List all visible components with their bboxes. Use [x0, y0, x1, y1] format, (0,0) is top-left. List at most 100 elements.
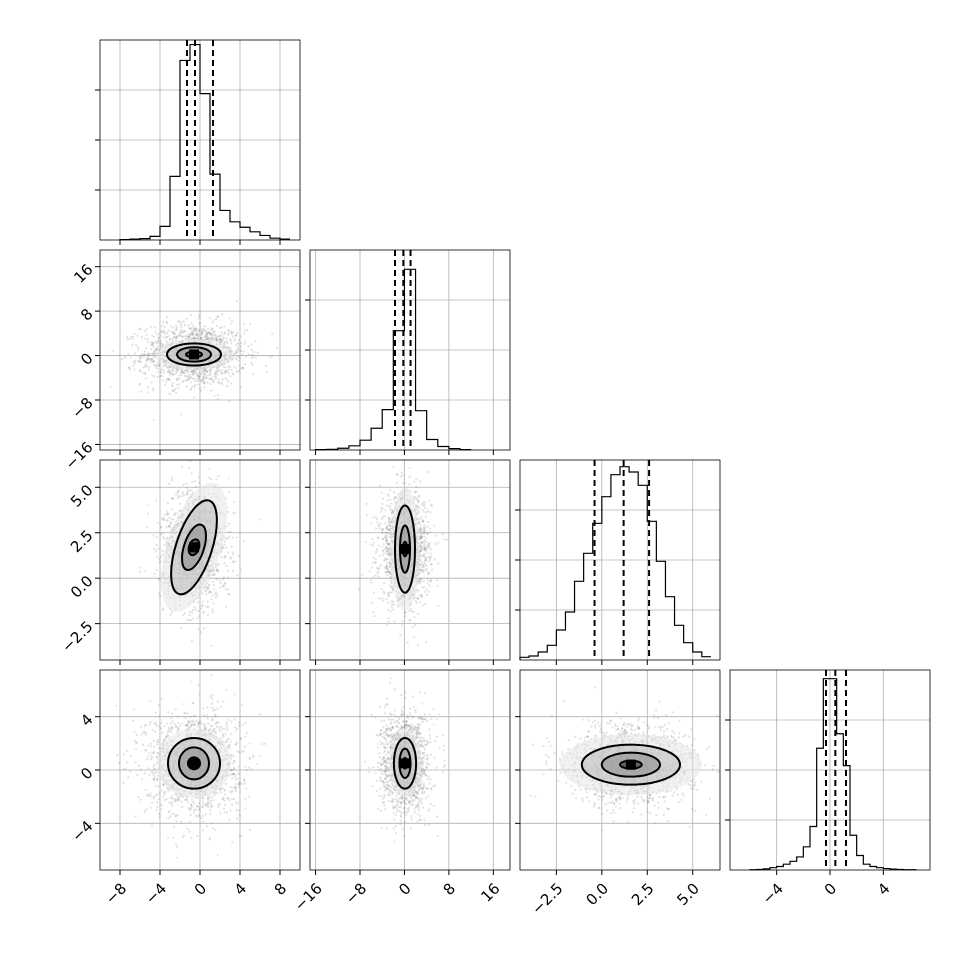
- sample-point: [196, 335, 200, 338]
- sample-point: [182, 703, 185, 706]
- sample-point: [414, 490, 417, 493]
- sample-point: [167, 512, 170, 515]
- sample-point: [169, 372, 172, 375]
- sample-point: [377, 575, 380, 578]
- sample-point: [200, 604, 204, 608]
- sample-point: [152, 345, 155, 348]
- sample-point: [139, 356, 142, 359]
- sample-point: [173, 335, 176, 338]
- sample-point: [185, 482, 188, 485]
- sample-point: [386, 498, 389, 502]
- sample-point: [171, 369, 174, 372]
- sample-point: [244, 355, 247, 359]
- sample-point: [189, 332, 192, 335]
- sample-point: [387, 592, 390, 595]
- sample-point: [210, 389, 213, 392]
- sample-point: [419, 595, 423, 598]
- sample-point: [215, 339, 218, 342]
- sample-point: [205, 332, 208, 335]
- sample-point: [386, 527, 389, 530]
- sample-point: [170, 725, 173, 729]
- sample-point: [202, 378, 205, 381]
- sample-point: [157, 577, 160, 580]
- sample-point: [388, 584, 391, 587]
- sample-point: [228, 535, 231, 538]
- sample-point: [416, 597, 419, 600]
- sample-point: [418, 601, 422, 604]
- density-peak: [189, 542, 199, 553]
- sample-point: [224, 377, 227, 380]
- sample-point: [180, 326, 183, 329]
- sample-point: [153, 363, 156, 367]
- sample-point: [171, 497, 174, 500]
- sample-point: [420, 580, 423, 583]
- sample-point: [383, 536, 387, 539]
- sample-point: [138, 369, 141, 373]
- contour-line: [394, 504, 416, 594]
- sample-point: [422, 565, 425, 568]
- sample-point: [188, 830, 191, 833]
- sample-point: [192, 330, 196, 333]
- sample-point: [428, 579, 431, 583]
- sample-point: [394, 496, 397, 499]
- sample-point: [175, 328, 178, 331]
- sample-point: [178, 332, 181, 336]
- sample-point: [223, 543, 226, 546]
- sample-point: [131, 343, 134, 346]
- sample-point: [162, 608, 165, 612]
- sample-point: [233, 693, 236, 696]
- sample-point: [158, 375, 161, 378]
- sample-point: [174, 513, 177, 517]
- sample-point: [223, 372, 226, 375]
- sample-point: [381, 528, 384, 531]
- sample-point: [384, 547, 388, 550]
- density-peak: [400, 544, 410, 555]
- sample-point: [406, 641, 409, 644]
- sample-point: [387, 494, 390, 498]
- sample-point: [177, 489, 180, 492]
- sample-point: [414, 496, 417, 499]
- sample-point: [389, 580, 393, 583]
- sample-point: [211, 338, 214, 341]
- sample-point: [380, 491, 383, 494]
- sample-point: [191, 373, 194, 376]
- sample-point: [426, 581, 429, 585]
- sample-point: [420, 532, 423, 536]
- sample-point: [423, 561, 426, 564]
- sample-point: [179, 495, 182, 498]
- sample-point: [234, 348, 238, 352]
- sample-point: [387, 520, 390, 524]
- sample-point: [225, 370, 228, 373]
- sample-point: [160, 808, 163, 811]
- sample-point: [203, 386, 206, 389]
- sample-point: [215, 577, 218, 581]
- sample-point: [237, 359, 240, 363]
- sample-point: [208, 331, 211, 335]
- sample-point: [374, 515, 377, 519]
- sample-point: [422, 535, 426, 538]
- sample-point: [208, 377, 211, 380]
- sample-point: [181, 490, 184, 494]
- sample-point: [229, 754, 232, 757]
- sample-point: [166, 513, 169, 516]
- sample-point: [419, 535, 423, 538]
- sample-point: [180, 328, 183, 332]
- sample-point: [175, 370, 179, 373]
- sample-point: [208, 368, 212, 371]
- sample-point: [215, 568, 219, 571]
- sample-point: [159, 339, 162, 342]
- sample-point: [158, 557, 161, 561]
- sample-point: [165, 525, 168, 529]
- sample-point: [209, 808, 212, 812]
- sample-point: [204, 593, 207, 596]
- sample-point: [388, 528, 391, 531]
- sample-point: [388, 532, 391, 535]
- sample-point: [422, 520, 425, 524]
- sample-point: [236, 817, 239, 820]
- sample-point: [204, 335, 207, 338]
- sample-point: [217, 339, 220, 342]
- sample-point: [198, 615, 201, 618]
- sample-point: [180, 369, 184, 372]
- sample-point: [154, 330, 157, 334]
